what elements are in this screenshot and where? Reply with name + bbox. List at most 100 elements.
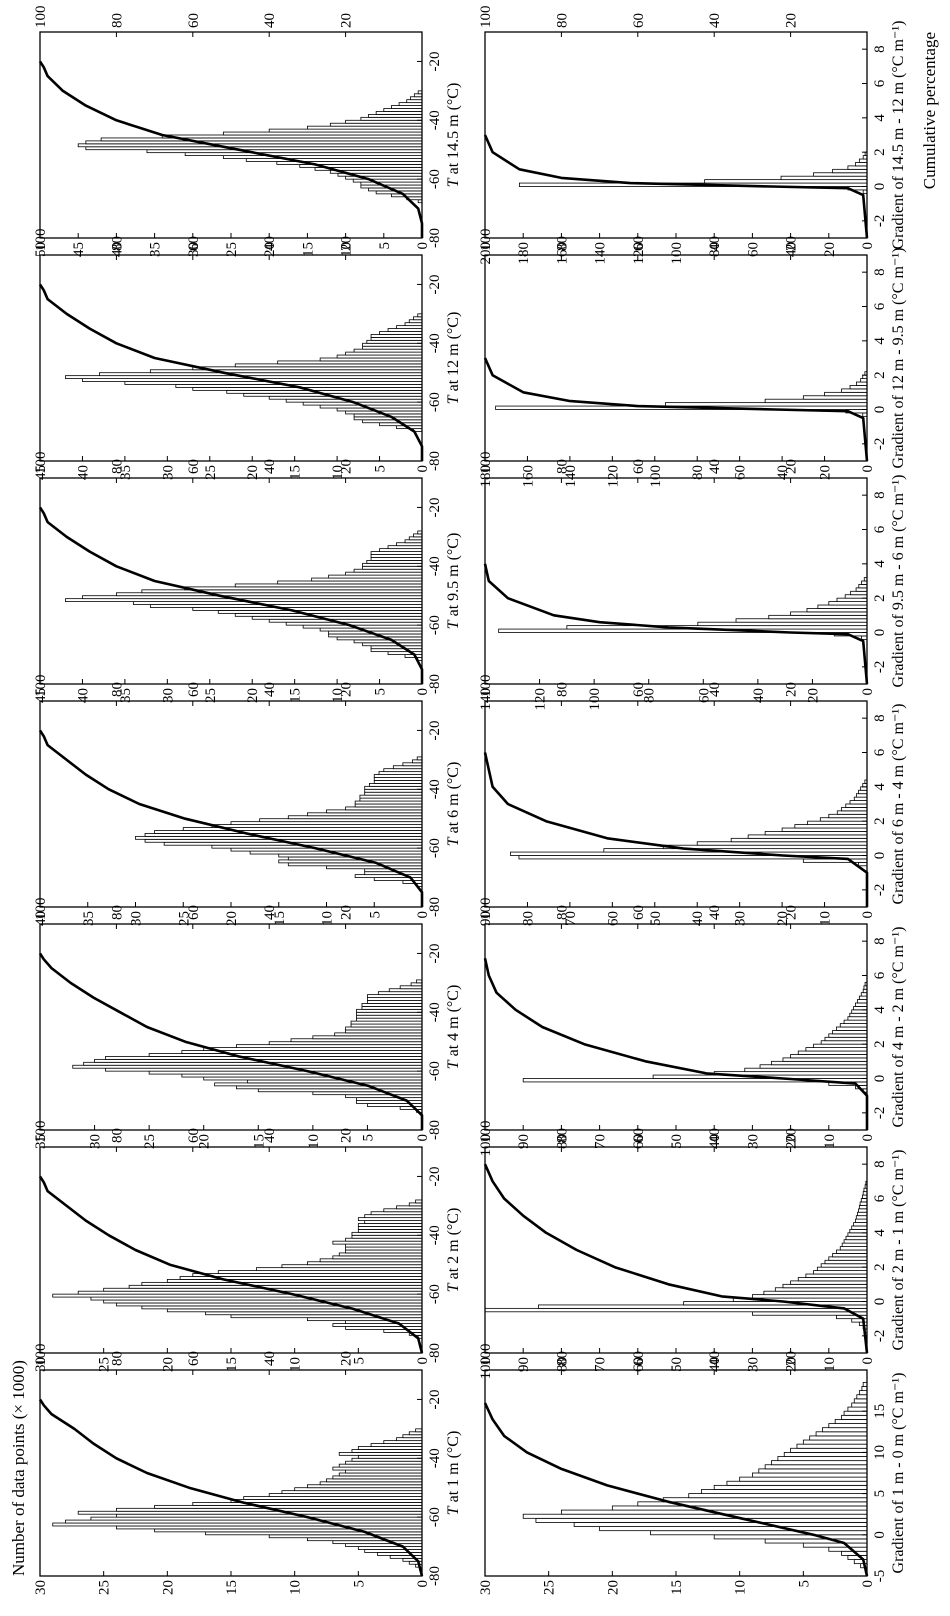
histogram-bar [764,1538,868,1544]
histogram-bar [402,1434,423,1439]
x-tick-label: -2 [872,215,888,228]
y-tick-label: 20 [245,465,261,480]
histogram-bar [350,1020,423,1025]
histogram-bar [268,128,423,133]
histogram-bar [281,1264,423,1269]
y-tick-label: 15 [288,688,304,703]
histogram-bar [345,351,423,356]
y2-tick-label: 20 [784,459,800,474]
histogram-bar [367,997,423,1001]
histogram-bar [105,1056,423,1060]
histogram-bar [858,995,868,1000]
plot-frame [484,1146,868,1354]
x-tick-label: 8 [872,1160,888,1168]
y-tick-label: 200 [478,242,494,265]
histogram-bar [319,404,423,409]
histogram-bar [77,143,423,148]
histogram-bar [847,1016,868,1021]
y-tick-label: 5 [351,1580,367,1588]
y2-tick-label: 20 [784,1351,800,1366]
x-axis-label: Gradient of 14.5 m - 12 m (°C m⁻¹) [890,21,907,250]
histogram-bar [353,639,423,644]
histogram-bar [306,1261,423,1266]
histogram-bar [832,1253,868,1258]
histogram-bar [828,1423,868,1429]
histogram-bar [268,1534,423,1539]
y-tick-label: 0 [860,1580,876,1588]
histogram-bar [370,1443,423,1447]
y-tick-label: 45 [33,688,49,703]
histogram-bar [362,565,423,570]
x-tick-label: -40 [427,779,443,799]
histogram-bar [861,635,868,640]
histogram-bar [351,1449,423,1453]
histogram-bar [828,1033,868,1038]
x-tick-label: 0 [872,629,888,637]
histogram-bar [510,851,868,856]
histogram-bar [730,837,868,843]
x-tick-label: -60 [427,1284,443,1304]
y2-tick-label: 40 [262,459,278,474]
histogram-bar [302,624,423,629]
histogram-bar [771,1060,868,1066]
histogram-bar [211,824,423,828]
y2-tick-label: 20 [339,905,355,920]
histogram-bar [306,1537,423,1542]
histogram-bar [278,859,423,864]
histogram-bar [378,771,423,775]
y-tick-label: 40 [775,465,791,480]
histogram-bar [360,116,423,121]
y-tick-label: 40 [109,242,125,257]
panel-7: 0510152025303540455020406080100-80-60-40… [33,6,462,258]
cumulative-curve [38,506,424,684]
histogram-bar [367,1000,423,1004]
histogram-bar [764,1464,868,1470]
histogram-bar [105,1067,423,1072]
histogram-bar [408,319,423,324]
histogram-bar [752,1294,868,1299]
cumulative-curve [483,752,869,907]
y-tick-label: 5 [360,1134,376,1142]
histogram-bar [357,1229,423,1233]
histogram-bar [334,1032,423,1037]
histogram-bar [416,979,423,984]
histogram-bar [696,841,868,846]
histogram-bar [85,140,423,145]
x-tick-label: 4 [872,560,888,568]
histogram-bar [99,372,423,377]
x-tick-label: -80 [427,897,443,917]
histogram-bar [752,1472,868,1478]
y-tick-label: 0 [415,1580,431,1588]
x-tick-label: -2 [872,438,888,451]
x-tick-label: 6 [872,79,888,87]
histogram-bar [366,560,423,564]
plot-frame [39,254,423,462]
y2-tick-label: 80 [109,13,125,28]
histogram-bar [345,806,423,811]
histogram-bar [828,601,868,606]
y2-tick-label: 40 [707,1351,723,1366]
x-tick-label: -2 [872,1107,888,1120]
histogram-bar [764,398,868,404]
histogram-bar [166,1308,423,1313]
x-tick-label: 4 [872,114,888,122]
histogram-bar [413,93,423,98]
cumulative-curve [483,357,869,462]
histogram-bar [759,1064,868,1069]
histogram-bar [855,793,868,798]
x-tick-label: 0 [872,1298,888,1306]
histogram-bar [356,1097,423,1101]
y-tick-label: 25 [203,688,219,703]
y-tick-label: 0 [860,688,876,696]
y-tick-label: 0 [415,465,431,473]
y-tick-label: 100 [478,1357,494,1380]
histogram-bar [77,1510,423,1515]
histogram-bar [847,1406,868,1412]
histogram-bar [338,1472,423,1477]
x-tick-label: -60 [427,838,443,858]
histogram-bar [312,1091,423,1096]
y-tick-label: 70 [563,911,579,926]
x-tick-label: 8 [872,937,888,945]
histogram-bar [802,395,868,400]
histogram-bar [408,1202,423,1207]
